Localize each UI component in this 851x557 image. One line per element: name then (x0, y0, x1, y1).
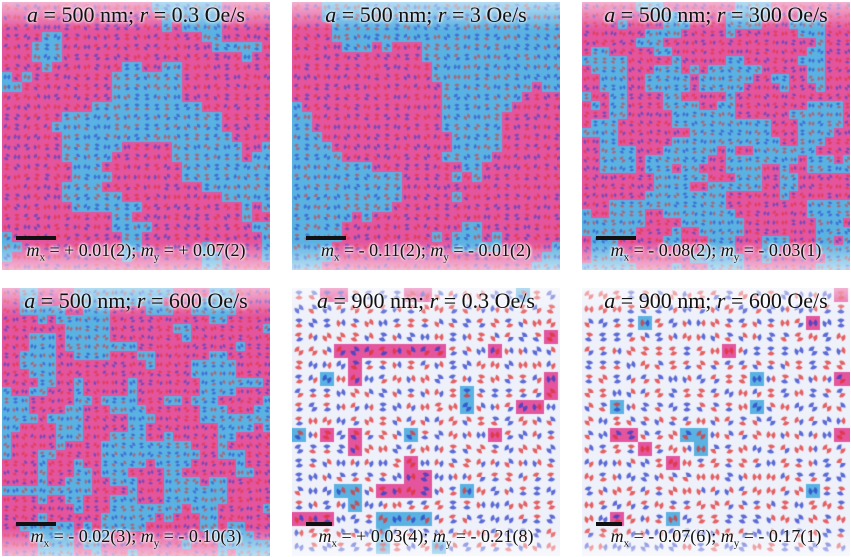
panel-title: a = 900 nm; r = 0.3 Oe/s (317, 288, 535, 313)
magnetization-label: mx = - 0.07(6); my = - 0.17(1) (610, 526, 822, 550)
magnetization-label: mx = + 0.03(4); my = - 0.21(8) (318, 526, 534, 550)
magnetization-label: mx = + 0.01(2); my = + 0.07(2) (26, 240, 246, 264)
panel-title: a = 500 nm; r = 300 Oe/s (604, 2, 828, 27)
domain-map (582, 2, 850, 270)
scale-bar (16, 522, 56, 526)
panel-a500-r300: a = 500 nm; r = 300 Oe/s mx = - 0.08(2);… (582, 2, 850, 270)
magnetization-label: mx = - 0.11(2); my = - 0.01(2) (320, 240, 532, 264)
scale-bar (306, 522, 332, 526)
magnetization-label: mx = - 0.02(3); my = - 0.10(3) (30, 526, 242, 550)
scale-bar (16, 236, 56, 240)
domain-map (582, 288, 850, 556)
panel-a500-r3: a = 500 nm; r = 3 Oe/s mx = - 0.11(2); m… (292, 2, 560, 270)
panel-a500-r0.3: a = 500 nm; r = 0.3 Oe/s mx = + 0.01(2);… (2, 2, 270, 270)
scale-bar (596, 522, 622, 526)
scale-bar (306, 236, 346, 240)
magnetization-label: mx = - 0.08(2); my = - 0.03(1) (610, 240, 822, 264)
panel-title: a = 900 nm; r = 600 Oe/s (604, 288, 828, 313)
panel-title: a = 500 nm; r = 0.3 Oe/s (27, 2, 245, 27)
domain-map (292, 288, 560, 556)
domain-map (292, 2, 560, 270)
domain-map (2, 288, 270, 556)
panel-a900-r0.3: a = 900 nm; r = 0.3 Oe/s mx = + 0.03(4);… (292, 288, 560, 556)
panel-title: a = 500 nm; r = 3 Oe/s (325, 2, 527, 27)
panel-a900-r600: a = 900 nm; r = 600 Oe/s mx = - 0.07(6);… (582, 288, 850, 556)
panel-title: a = 500 nm; r = 600 Oe/s (24, 288, 248, 313)
domain-map (2, 2, 270, 270)
panel-a500-r600: a = 500 nm; r = 600 Oe/s mx = - 0.02(3);… (2, 288, 270, 556)
scale-bar (596, 236, 636, 240)
